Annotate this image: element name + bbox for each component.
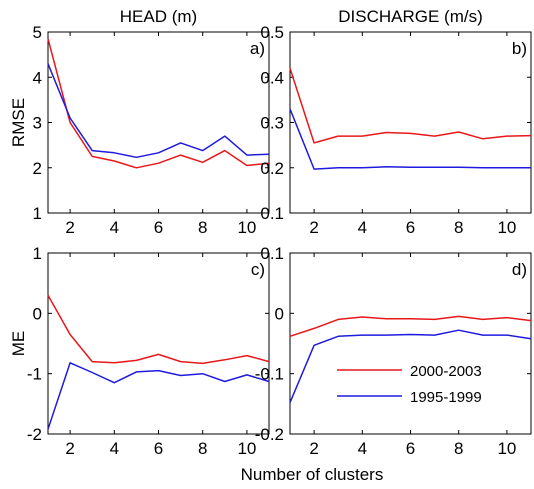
x-tick-label: 4	[358, 218, 367, 237]
y-tick-label: -0.1	[255, 365, 284, 384]
y-tick-label: 4	[33, 68, 42, 87]
x-tick-label: 10	[497, 218, 516, 237]
y-tick-label: 0.3	[260, 114, 284, 133]
x-tick-label: 8	[198, 218, 207, 237]
series-line-red	[289, 67, 532, 144]
y-tick-label: 0.5	[260, 23, 284, 42]
y-tick-label: 0.1	[260, 204, 284, 223]
x-tick-label: 2	[309, 439, 318, 458]
y-tick-label: 0	[275, 304, 284, 323]
y-tick-label: 0.2	[260, 159, 284, 178]
y-tick-label: 0.4	[260, 68, 284, 87]
axes-frame	[47, 252, 270, 435]
x-tick-label: 2	[65, 218, 74, 237]
x-tick-label: 10	[237, 218, 256, 237]
series-line-red	[289, 315, 532, 338]
series-line-blue	[289, 329, 532, 403]
panel-c: -2 -1 0 1 2 4 6 8 10 c) ME	[9, 244, 270, 458]
axes-frame	[289, 252, 532, 435]
axes-frame	[47, 31, 270, 214]
y-tick-label: 0.1	[260, 244, 284, 263]
y-tick-label: -1	[27, 365, 42, 384]
panel-d: -0.2 -0.1 0 0.1 2 4 6 8 10 d) 2000-2003 1995-1999	[255, 244, 532, 458]
series-line-blue	[47, 63, 270, 159]
series-line-blue	[289, 108, 531, 170]
x-tick-label: 2	[65, 439, 74, 458]
panel-b: 0.1 0.2 0.3 0.4 0.5 2 4 6 8 10 b) DISCHARGE (m/s)	[260, 7, 532, 237]
shared-x-axis-label: Number of clusters	[241, 465, 384, 484]
x-tick-label: 6	[154, 218, 163, 237]
panel-a: 1 2 3 4 5 2 4 6 8 10 a) HEAD (m) RMSE	[9, 7, 270, 237]
x-tick-label: 2	[309, 218, 318, 237]
panel-label: a)	[250, 39, 265, 58]
column-title: HEAD (m)	[120, 7, 197, 26]
x-tick-label: 4	[110, 218, 119, 237]
legend-label: 1995-1999	[410, 389, 482, 406]
y-tick-label: 2	[33, 159, 42, 178]
y-axis-label: ME	[9, 331, 28, 357]
x-tick-label: 8	[454, 218, 463, 237]
y-tick-label: 5	[33, 23, 42, 42]
x-tick-label: 6	[406, 439, 415, 458]
panel-label: c)	[251, 260, 265, 279]
y-axis-label: RMSE	[9, 98, 28, 147]
y-tick-label: -2	[27, 425, 42, 444]
column-title: DISCHARGE (m/s)	[338, 7, 483, 26]
x-tick-label: 4	[358, 439, 367, 458]
x-tick-label: 10	[237, 439, 256, 458]
x-tick-label: 6	[406, 218, 415, 237]
x-tick-label: 4	[110, 439, 119, 458]
x-tick-label: 8	[198, 439, 207, 458]
x-tick-label: 8	[454, 439, 463, 458]
x-tick-label: 10	[497, 439, 516, 458]
y-tick-label: 0	[33, 304, 42, 323]
series-line-blue	[47, 362, 270, 430]
y-tick-label: -0.2	[255, 425, 284, 444]
axes-frame	[289, 31, 532, 214]
legend-label: 2000-2003	[410, 363, 482, 380]
y-tick-label: 1	[33, 204, 42, 223]
y-tick-label: 1	[33, 244, 42, 263]
x-tick-label: 6	[154, 439, 163, 458]
y-tick-label: 3	[33, 114, 42, 133]
series-line-red	[47, 294, 270, 365]
panel-label: d)	[512, 260, 527, 279]
series-line-red	[47, 38, 270, 169]
panel-label: b)	[512, 39, 527, 58]
